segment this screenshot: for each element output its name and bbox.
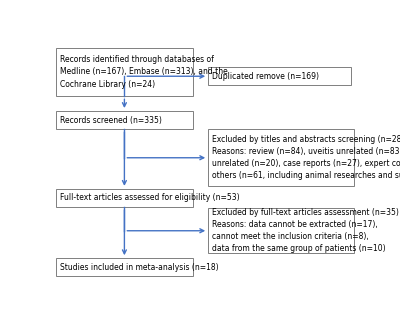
Text: Full-text articles assessed for eligibility (n=53): Full-text articles assessed for eligibil…	[60, 193, 240, 203]
Text: Duplicated remove (n=169): Duplicated remove (n=169)	[212, 72, 319, 81]
FancyBboxPatch shape	[208, 208, 354, 253]
Text: Excluded by titles and abstracts screening (n=282)
Reasons: review (n=84), uveit: Excluded by titles and abstracts screeni…	[212, 135, 400, 180]
Text: Studies included in meta-analysis (n=18): Studies included in meta-analysis (n=18)	[60, 263, 218, 272]
FancyBboxPatch shape	[208, 129, 354, 186]
FancyBboxPatch shape	[56, 111, 193, 129]
FancyBboxPatch shape	[56, 258, 193, 276]
FancyBboxPatch shape	[56, 189, 193, 207]
FancyBboxPatch shape	[56, 48, 193, 96]
FancyBboxPatch shape	[208, 67, 351, 85]
Text: Excluded by full-text articles assessment (n=35)
Reasons: data cannot be extract: Excluded by full-text articles assessmen…	[212, 208, 399, 253]
Text: Records identified through databases of
Medline (n=167), Embase (n=313), and the: Records identified through databases of …	[60, 55, 228, 88]
Text: Records screened (n=335): Records screened (n=335)	[60, 116, 162, 125]
